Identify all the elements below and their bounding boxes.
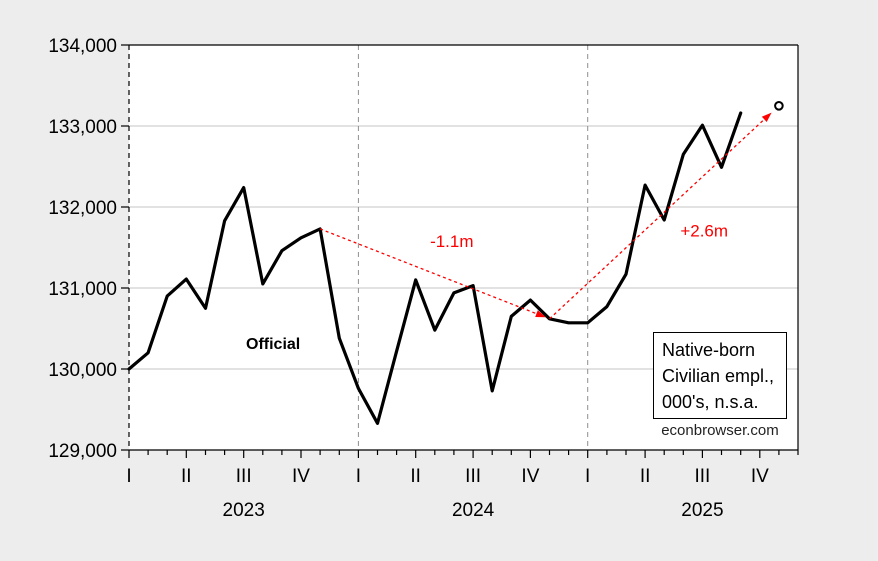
year-label: 2024 — [452, 500, 495, 521]
quarter-label: II — [410, 466, 421, 487]
quarter-label: III — [465, 466, 481, 487]
quarter-label: II — [640, 466, 651, 487]
y-tick-label: 130,000 — [48, 360, 117, 381]
x-axis-ticks — [128, 450, 799, 458]
y-tick-label: 132,000 — [48, 198, 117, 219]
year-label: 2023 — [223, 500, 265, 521]
legend-line-3: 000's, n.s.a. — [662, 392, 759, 412]
y-tick-label: 133,000 — [48, 117, 117, 138]
legend-line-1: Native-born — [662, 340, 756, 360]
legend-box: Native-born Civilian empl., 000's, n.s.a… — [653, 332, 787, 419]
quarter-label: I — [126, 466, 131, 487]
year-divider-lines — [357, 45, 589, 450]
quarter-label: III — [236, 466, 252, 487]
quarter-label: III — [694, 466, 710, 487]
trend-arrow-increase: +2.6m — [549, 112, 772, 320]
series-label-official: Official — [246, 336, 301, 353]
watermark-econbrowser: econbrowser.com — [661, 422, 779, 439]
y-tick-label: 134,000 — [48, 36, 117, 57]
data-line-official — [127, 111, 743, 425]
y-tick-label: 131,000 — [48, 279, 117, 300]
quarter-label: II — [181, 466, 192, 487]
arrow-label-0: -1.1m — [430, 232, 473, 251]
plot-frame — [128, 44, 799, 451]
quarter-label: IV — [521, 466, 539, 487]
year-label: 2025 — [681, 500, 723, 521]
quarter-label: IV — [292, 466, 310, 487]
arrowhead — [761, 112, 772, 122]
quarter-label: IV — [751, 466, 769, 487]
arrowhead — [535, 310, 546, 318]
arrow-label-1: +2.6m — [680, 221, 728, 240]
trend-arrow-decline: -1.1m — [319, 228, 546, 318]
y-axis: 129,000 130,000 131,000 132,000 133,000 134,0… — [48, 36, 129, 462]
legend-line-2: Civilian empl., — [662, 366, 775, 386]
y-tick-label: 129,000 — [48, 441, 117, 462]
quarter-label: I — [585, 466, 590, 487]
forecast-point-marker — [774, 101, 784, 111]
quarter-label: I — [356, 466, 361, 487]
